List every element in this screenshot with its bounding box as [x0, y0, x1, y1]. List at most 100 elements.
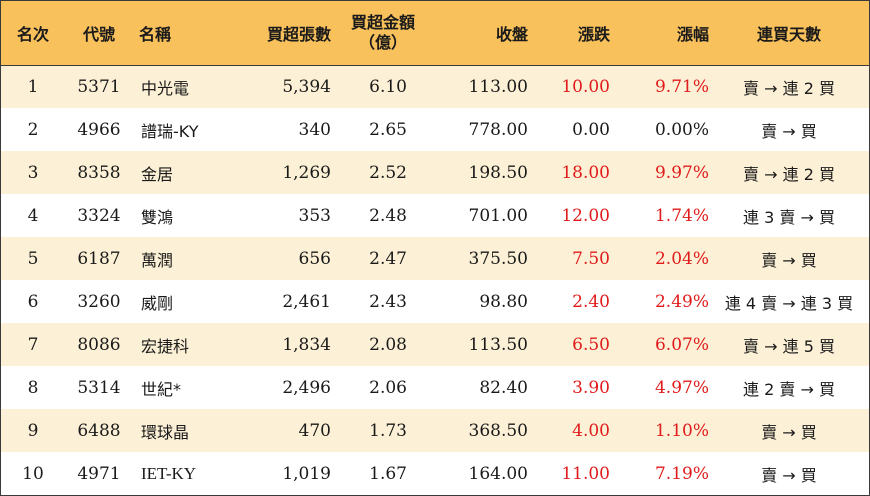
- cell-change-pct: 9.97%: [654, 162, 709, 183]
- table-row: 7 8086 宏捷科 1,834 2.08 113.50 6.50 6.07% …: [1, 323, 869, 366]
- cell-net-buy-amount: 2.06: [369, 377, 407, 398]
- cell-change-pct: 1.74%: [654, 205, 709, 226]
- cell-change-pct: 9.71%: [654, 76, 709, 97]
- table-row: 4 3324 雙鴻 353 2.48 701.00 12.00 1.74% 連 …: [1, 194, 869, 237]
- cell-stock-name: 萬潤: [141, 250, 174, 270]
- cell-net-buy-lots: 656: [298, 248, 331, 269]
- cell-change-pct: 6.07%: [654, 334, 709, 355]
- cell-change: 7.50: [572, 248, 610, 269]
- header-net-buy-amount-line2: （億）: [358, 32, 407, 52]
- cell-close: 778.00: [468, 119, 528, 140]
- cell-stock-name: 世紀*: [141, 379, 182, 399]
- cell-change: 18.00: [561, 162, 610, 183]
- cell-net-buy-amount: 2.08: [369, 334, 407, 355]
- cell-streak: 賣 → 買: [761, 250, 817, 270]
- cell-change: 0.00: [572, 119, 610, 140]
- cell-rank: 3: [27, 162, 39, 183]
- cell-change-pct: 0.00%: [654, 119, 709, 140]
- cell-change-pct: 2.49%: [654, 291, 709, 312]
- table-row: 6 3260 威剛 2,461 2.43 98.80 2.40 2.49% 連 …: [1, 280, 869, 323]
- table-body: 1 5371 中光電 5,394 6.10 113.00 10.00 9.71%…: [1, 65, 869, 495]
- cell-net-buy-amount: 2.48: [369, 205, 407, 226]
- cell-rank: 5: [27, 248, 39, 269]
- cell-close: 82.40: [479, 377, 528, 398]
- table-header-row: 名次 代號 名稱 買超張數 買超金額 （億） 收盤 漲跌 漲幅 連買天數: [1, 1, 869, 66]
- header-net-buy-amount: 買超金額 （億）: [331, 1, 435, 66]
- cell-streak: 賣 → 連 5 買: [743, 336, 835, 356]
- cell-change-pct: 1.10%: [654, 420, 709, 441]
- cell-rank: 4: [27, 205, 39, 226]
- cell-stock-name: IET-KY: [141, 463, 197, 483]
- table-row: 2 4966 譜瑞-KY 340 2.65 778.00 0.00 0.00% …: [1, 108, 869, 151]
- cell-code: 6187: [77, 248, 121, 269]
- cell-streak: 連 3 賣 → 買: [743, 207, 835, 227]
- cell-change: 3.90: [572, 377, 610, 398]
- header-change-pct: 漲幅: [622, 1, 709, 66]
- cell-code: 4971: [77, 463, 121, 484]
- cell-code: 3260: [77, 291, 121, 312]
- header-net-buy-amount-line1: 買超金額: [350, 12, 415, 32]
- header-close: 收盤: [435, 1, 528, 66]
- cell-close: 375.50: [468, 248, 528, 269]
- cell-change: 12.00: [561, 205, 610, 226]
- cell-code: 5371: [77, 76, 121, 97]
- cell-net-buy-lots: 2,496: [282, 377, 331, 398]
- cell-net-buy-lots: 1,269: [282, 162, 331, 183]
- cell-net-buy-lots: 353: [298, 205, 331, 226]
- cell-net-buy-lots: 340: [298, 119, 331, 140]
- cell-streak: 賣 → 買: [761, 422, 817, 442]
- table-row: 10 4971 IET-KY 1,019 1.67 164.00 11.00 7…: [1, 452, 869, 495]
- cell-close: 113.50: [468, 334, 528, 355]
- cell-change-pct: 4.97%: [654, 377, 709, 398]
- cell-rank: 10: [22, 463, 44, 484]
- cell-close: 701.00: [468, 205, 528, 226]
- cell-streak: 連 4 賣 → 連 3 買: [724, 293, 854, 313]
- cell-net-buy-lots: 5,394: [282, 76, 331, 97]
- cell-rank: 9: [27, 420, 39, 441]
- table-row: 8 5314 世紀* 2,496 2.06 82.40 3.90 4.97% 連…: [1, 366, 869, 409]
- cell-streak: 賣 → 連 2 買: [743, 78, 835, 98]
- cell-net-buy-lots: 1,834: [282, 334, 331, 355]
- cell-change: 2.40: [572, 291, 610, 312]
- cell-rank: 6: [27, 291, 39, 312]
- cell-net-buy-amount: 2.65: [369, 119, 407, 140]
- header-streak: 連買天數: [709, 1, 869, 66]
- cell-stock-name: 譜瑞-KY: [141, 121, 199, 141]
- cell-change: 4.00: [572, 420, 610, 441]
- cell-close: 164.00: [468, 463, 528, 484]
- cell-change: 6.50: [572, 334, 610, 355]
- cell-stock-name: 環球晶: [141, 422, 190, 442]
- cell-stock-name: 雙鴻: [141, 207, 174, 227]
- cell-code: 3324: [77, 205, 121, 226]
- cell-net-buy-lots: 1,019: [282, 463, 331, 484]
- cell-change: 11.00: [561, 463, 610, 484]
- cell-change-pct: 7.19%: [654, 463, 709, 484]
- cell-net-buy-amount: 1.73: [369, 420, 407, 441]
- cell-stock-name: 金居: [141, 164, 174, 184]
- cell-streak: 賣 → 買: [761, 465, 817, 485]
- cell-rank: 1: [27, 76, 39, 97]
- cell-code: 6488: [77, 420, 121, 441]
- cell-code: 8358: [77, 162, 121, 183]
- cell-change-pct: 2.04%: [654, 248, 709, 269]
- header-code: 代號: [65, 1, 133, 66]
- cell-streak: 賣 → 連 2 買: [743, 164, 835, 184]
- header-change: 漲跌: [528, 1, 622, 66]
- table-row: 5 6187 萬潤 656 2.47 375.50 7.50 2.04% 賣 →…: [1, 237, 869, 280]
- cell-net-buy-amount: 6.10: [369, 76, 407, 97]
- table-row: 1 5371 中光電 5,394 6.10 113.00 10.00 9.71%…: [1, 65, 869, 108]
- cell-net-buy-amount: 1.67: [369, 463, 407, 484]
- cell-net-buy-amount: 2.43: [369, 291, 407, 312]
- header-net-buy-lots: 買超張數: [231, 1, 331, 66]
- cell-rank: 8: [27, 377, 39, 398]
- cell-rank: 2: [27, 119, 39, 140]
- cell-code: 4966: [77, 119, 121, 140]
- table-row: 3 8358 金居 1,269 2.52 198.50 18.00 9.97% …: [1, 151, 869, 194]
- cell-streak: 賣 → 買: [761, 121, 817, 141]
- cell-code: 8086: [77, 334, 121, 355]
- cell-close: 98.80: [479, 291, 528, 312]
- cell-close: 368.50: [468, 420, 528, 441]
- cell-code: 5314: [77, 377, 121, 398]
